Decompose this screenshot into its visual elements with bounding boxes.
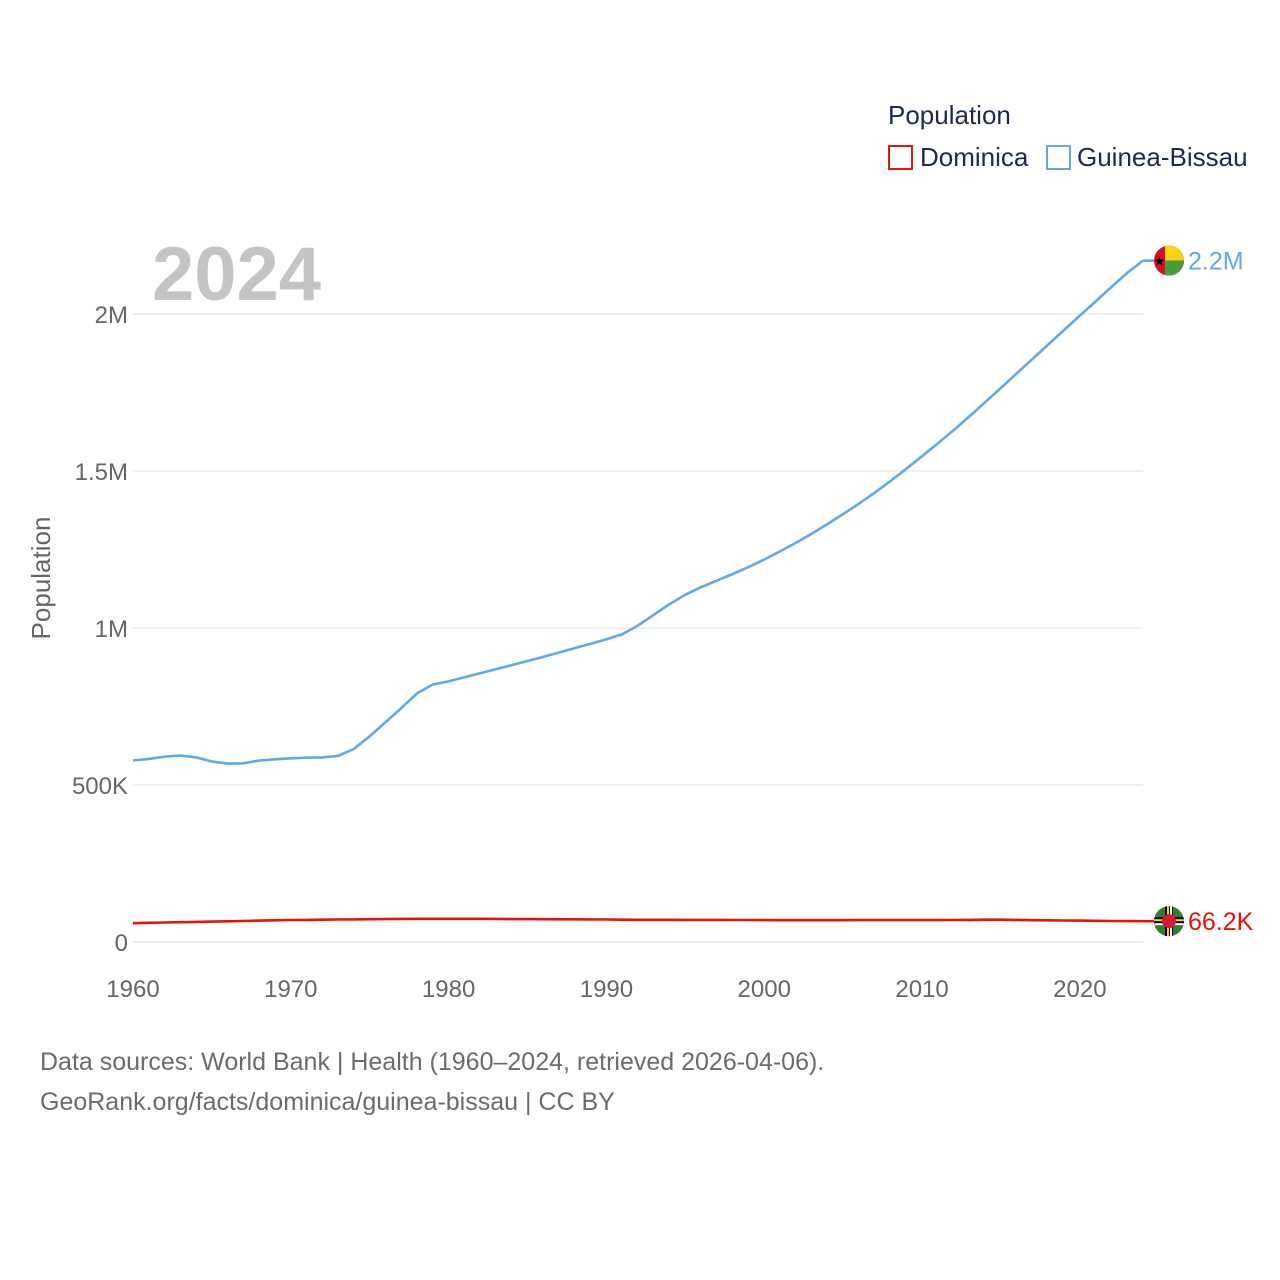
source-line-link[interactable]: GeoRank.org/facts/dominica/guinea-bissau… bbox=[40, 1088, 615, 1116]
source-line-data: Data sources: World Bank | Health (1960–… bbox=[40, 1048, 825, 1076]
series-end-markers: ★ 2.2M 66.2K bbox=[1143, 245, 1254, 937]
legend-label-guinea-bissau[interactable]: Guinea-Bissau bbox=[1077, 142, 1248, 172]
x-tick-2020: 2020 bbox=[1053, 976, 1106, 1003]
legend-swatch-dominica[interactable] bbox=[888, 145, 913, 170]
y-tick-1M: 1M bbox=[95, 616, 128, 643]
series-line-guinea-bissau[interactable] bbox=[132, 259, 1144, 765]
x-tick-1970: 1970 bbox=[264, 976, 317, 1003]
x-tick-1990: 1990 bbox=[580, 976, 633, 1003]
dominica-end-value: 66.2K bbox=[1188, 908, 1254, 936]
svg-text:★: ★ bbox=[1154, 255, 1166, 270]
y-axis-title: Population bbox=[26, 517, 56, 640]
y-axis-ticks: 0 500K 1M 1.5M 2M bbox=[72, 302, 128, 957]
x-tick-1960: 1960 bbox=[106, 976, 159, 1003]
x-tick-1980: 1980 bbox=[422, 976, 475, 1003]
x-tick-2010: 2010 bbox=[895, 976, 948, 1003]
y-tick-1.5M: 1.5M bbox=[75, 459, 128, 486]
legend-title: Population bbox=[888, 100, 1011, 130]
current-year-label: 2024 bbox=[152, 232, 321, 317]
y-tick-2M: 2M bbox=[95, 302, 128, 329]
legend-label-dominica[interactable]: Dominica bbox=[920, 142, 1029, 172]
x-axis-ticks: 1960 1970 1980 1990 2000 2010 2020 bbox=[106, 976, 1106, 1003]
x-tick-2000: 2000 bbox=[738, 976, 791, 1003]
legend-swatch-guinea-bissau[interactable] bbox=[1046, 145, 1071, 170]
guinea-bissau-end-value: 2.2M bbox=[1188, 248, 1244, 276]
series-lines bbox=[132, 259, 1144, 925]
series-line-dominica[interactable] bbox=[132, 917, 1144, 925]
dominica-flag-icon bbox=[1154, 906, 1184, 937]
y-gridlines bbox=[133, 313, 1143, 943]
source-note: Data sources: World Bank | Health (1960–… bbox=[40, 1042, 824, 1122]
legend: Population Dominica Guinea-Bissau bbox=[888, 100, 1248, 172]
guinea-bissau-flag-icon: ★ bbox=[1154, 245, 1184, 276]
y-tick-0: 0 bbox=[115, 930, 128, 957]
y-tick-500K: 500K bbox=[72, 773, 128, 800]
